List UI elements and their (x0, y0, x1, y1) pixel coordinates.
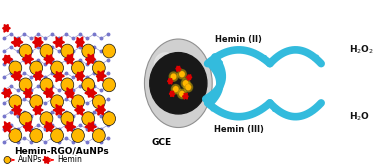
Text: AuNPs: AuNPs (18, 155, 43, 165)
Polygon shape (3, 122, 12, 132)
Ellipse shape (155, 53, 177, 74)
Circle shape (40, 112, 53, 125)
Polygon shape (12, 105, 22, 115)
Polygon shape (183, 93, 188, 99)
Polygon shape (11, 71, 22, 81)
Circle shape (93, 95, 105, 109)
Circle shape (82, 44, 94, 58)
Circle shape (51, 95, 64, 109)
Circle shape (184, 83, 193, 92)
Circle shape (71, 95, 84, 109)
Polygon shape (33, 105, 43, 115)
Circle shape (82, 78, 94, 92)
Circle shape (30, 129, 43, 142)
Circle shape (30, 61, 43, 75)
Circle shape (61, 112, 74, 125)
Circle shape (71, 129, 84, 142)
Text: Hemin (III): Hemin (III) (214, 124, 264, 134)
Polygon shape (76, 71, 84, 81)
Circle shape (178, 70, 186, 79)
Circle shape (169, 72, 178, 81)
Polygon shape (167, 79, 173, 84)
Polygon shape (22, 54, 34, 64)
Circle shape (185, 84, 191, 90)
Polygon shape (33, 71, 43, 80)
Polygon shape (43, 156, 50, 164)
Polygon shape (3, 25, 10, 32)
Polygon shape (176, 66, 181, 71)
Polygon shape (85, 54, 95, 65)
Polygon shape (76, 37, 84, 47)
Polygon shape (44, 122, 54, 132)
Polygon shape (23, 121, 33, 132)
Text: H$_2$O: H$_2$O (349, 110, 370, 123)
Polygon shape (186, 75, 192, 80)
Circle shape (4, 156, 11, 164)
Polygon shape (53, 72, 64, 82)
Circle shape (61, 78, 74, 92)
Text: Hemin-RGO/AuNPs: Hemin-RGO/AuNPs (14, 147, 108, 156)
Text: Hemin: Hemin (57, 155, 82, 165)
Polygon shape (43, 88, 54, 98)
Polygon shape (75, 105, 85, 116)
Circle shape (71, 61, 84, 75)
Circle shape (93, 61, 105, 75)
Circle shape (61, 44, 74, 58)
Ellipse shape (144, 39, 212, 127)
Polygon shape (23, 88, 33, 98)
Circle shape (40, 78, 53, 92)
Polygon shape (2, 88, 11, 98)
Polygon shape (96, 71, 106, 81)
Circle shape (183, 80, 189, 87)
Circle shape (103, 112, 116, 125)
Polygon shape (3, 55, 12, 64)
Circle shape (9, 61, 22, 75)
Polygon shape (169, 91, 175, 97)
Polygon shape (44, 55, 54, 64)
Circle shape (40, 44, 53, 58)
Circle shape (93, 129, 105, 142)
Circle shape (51, 129, 64, 142)
Circle shape (181, 79, 190, 88)
Polygon shape (53, 37, 65, 48)
Text: H$_2$O$_2$: H$_2$O$_2$ (349, 44, 373, 56)
Polygon shape (96, 105, 105, 115)
Circle shape (51, 61, 64, 75)
Circle shape (179, 71, 185, 78)
Circle shape (170, 73, 177, 80)
Circle shape (30, 95, 43, 109)
Polygon shape (65, 88, 74, 98)
Circle shape (150, 53, 207, 114)
Circle shape (9, 129, 22, 142)
Circle shape (103, 78, 116, 92)
Circle shape (179, 90, 185, 97)
Circle shape (171, 84, 180, 94)
Circle shape (19, 44, 32, 58)
Polygon shape (53, 105, 65, 115)
Polygon shape (64, 54, 74, 64)
Text: GCE: GCE (152, 138, 172, 147)
Circle shape (9, 95, 22, 109)
Circle shape (173, 86, 179, 92)
Polygon shape (33, 37, 43, 48)
Text: Hemin (II): Hemin (II) (215, 35, 262, 44)
Polygon shape (11, 37, 23, 47)
Polygon shape (85, 122, 96, 131)
Circle shape (178, 89, 186, 99)
Circle shape (19, 112, 32, 125)
Circle shape (19, 78, 32, 92)
Polygon shape (65, 122, 76, 131)
Polygon shape (85, 88, 97, 98)
Circle shape (103, 44, 116, 58)
Circle shape (82, 112, 94, 125)
